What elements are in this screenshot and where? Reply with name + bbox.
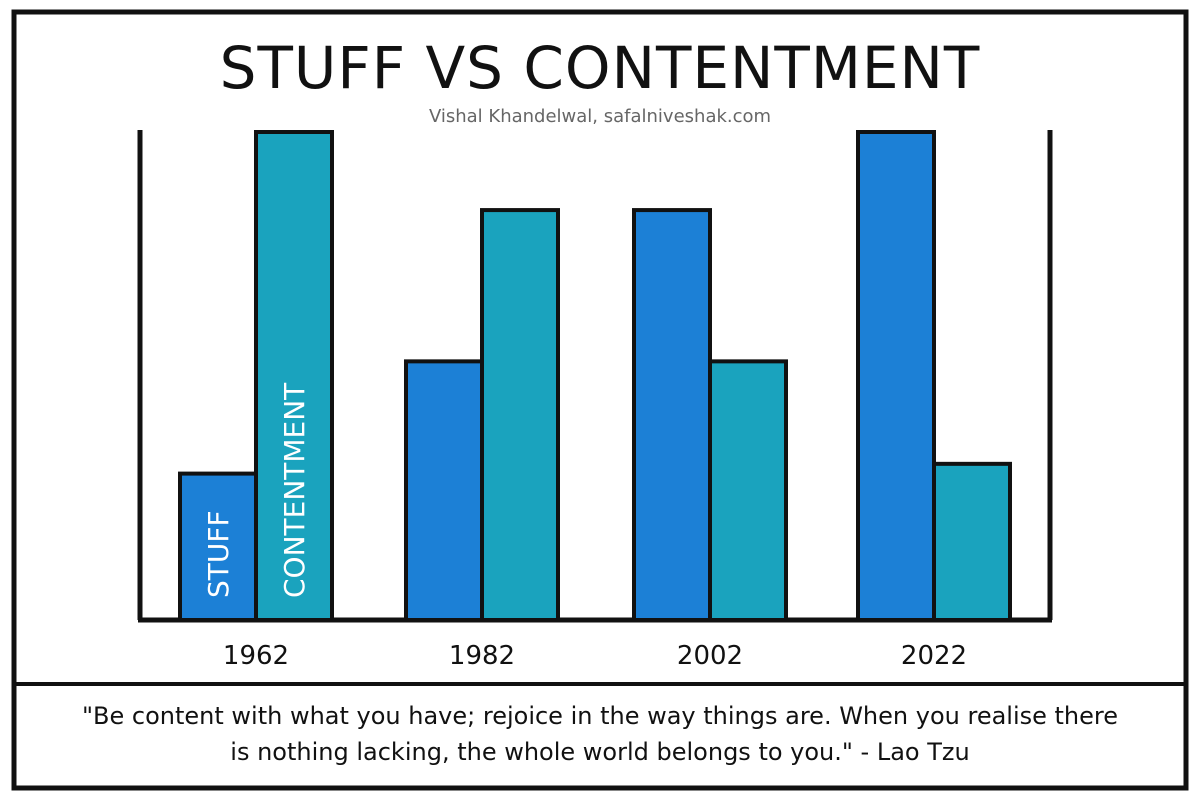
series-label-contentment: CONTENTMENT — [278, 382, 311, 598]
bar-contentment-1982 — [480, 208, 560, 623]
x-tick-1962: 1962 — [223, 641, 289, 671]
quote-line-1: "Be content with what you have; rejoice … — [82, 702, 1118, 730]
bar-contentment-1962 — [254, 130, 334, 622]
chart-subtitle: Vishal Khandelwal, safalniveshak.com — [429, 106, 771, 127]
quote-line-2: is nothing lacking, the whole world belo… — [230, 738, 969, 766]
bar-contentment-2002 — [708, 359, 788, 622]
x-tick-2022: 2022 — [901, 641, 967, 671]
chart-title: STUFF VS CONTENTMENT — [220, 34, 981, 102]
x-tick-2002: 2002 — [677, 641, 743, 671]
series-label-stuff: STUFF — [202, 510, 235, 598]
bars-group — [178, 130, 1012, 623]
bar-stuff-1982 — [404, 359, 484, 622]
bar-stuff-2002 — [632, 208, 712, 623]
x-tick-labels: 1962 1982 2002 2022 — [223, 641, 967, 671]
bar-contentment-2022 — [932, 461, 1012, 622]
bar-stuff-1962 — [178, 471, 258, 622]
x-tick-1982: 1982 — [449, 641, 515, 671]
series-labels: STUFF CONTENTMENT — [202, 382, 311, 598]
outer-border — [11, 9, 1189, 791]
bar-stuff-2022 — [856, 130, 936, 622]
